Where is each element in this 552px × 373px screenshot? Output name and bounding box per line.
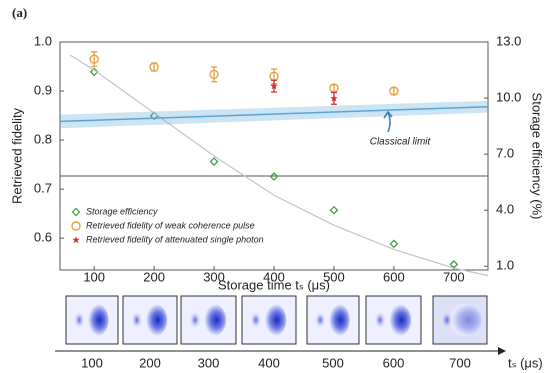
thumbnail-spot	[132, 307, 149, 333]
data-point	[390, 240, 397, 247]
x-tick-label: 500	[323, 269, 345, 284]
strip-label: 500	[322, 355, 344, 370]
thumbnail-spot	[74, 307, 91, 333]
y2-tick-label: 4.0	[496, 202, 514, 217]
y-tick-label: 0.7	[34, 181, 52, 196]
legend-label: Retrieved fidelity of attenuated single …	[86, 234, 264, 244]
y2-tick-label: 10.0	[496, 90, 521, 105]
x-tick-label: 100	[83, 269, 105, 284]
y2-tick-label: 7.0	[496, 146, 514, 161]
legend-marker	[72, 222, 80, 230]
x-tick-label: 300	[203, 269, 225, 284]
thumbnail-spot	[315, 307, 332, 333]
strip-label: 200	[139, 355, 161, 370]
legend-label: Storage efficiency	[86, 206, 158, 216]
y-tick-label: 0.6	[34, 230, 52, 245]
y-tick-label: 0.8	[34, 132, 52, 147]
error-bar	[391, 88, 397, 95]
x-tick-label: 600	[383, 269, 405, 284]
data-point	[271, 173, 278, 180]
y-tick-label: 1.0	[34, 33, 52, 48]
strip-axis-label: tₛ (μs)	[508, 355, 543, 370]
y2-tick-label: 1.0	[496, 258, 514, 273]
annotation: Classical limit	[370, 137, 432, 148]
thumbnail-spot	[251, 307, 268, 333]
x-tick-label: 700	[443, 269, 465, 284]
error-bar	[331, 85, 337, 92]
legend-marker	[73, 209, 80, 216]
panel-label: (a)	[12, 5, 27, 20]
y-axis-label: Retrieved fidelity	[9, 107, 24, 204]
error-bar	[91, 52, 97, 67]
strip-label: 100	[81, 355, 103, 370]
y2-axis-label: Storage efficiency (%)	[530, 93, 545, 220]
data-point	[211, 158, 218, 165]
chart: (a) Retrieved fidelity Storage efficienc…	[0, 0, 552, 373]
strip-label: 300	[198, 355, 220, 370]
strip-label: 600	[383, 355, 405, 370]
error-bar	[211, 67, 217, 82]
thumbnail-spot	[190, 307, 208, 333]
thumbnail-spot	[442, 307, 459, 333]
strip-arrow	[498, 347, 506, 355]
legend-marker	[72, 236, 80, 243]
thumbnail-spot	[375, 307, 393, 333]
strip-label: 700	[449, 355, 471, 370]
x-tick-label: 400	[263, 269, 285, 284]
x-tick-label: 200	[143, 269, 165, 284]
y2-tick-label: 13.0	[496, 33, 521, 48]
legend-label: Retrieved fidelity of weak coherence pul…	[86, 220, 255, 230]
data-point	[330, 207, 337, 214]
y-tick-label: 0.9	[34, 82, 52, 97]
image-strip	[66, 296, 487, 344]
strip-label: 400	[258, 355, 280, 370]
